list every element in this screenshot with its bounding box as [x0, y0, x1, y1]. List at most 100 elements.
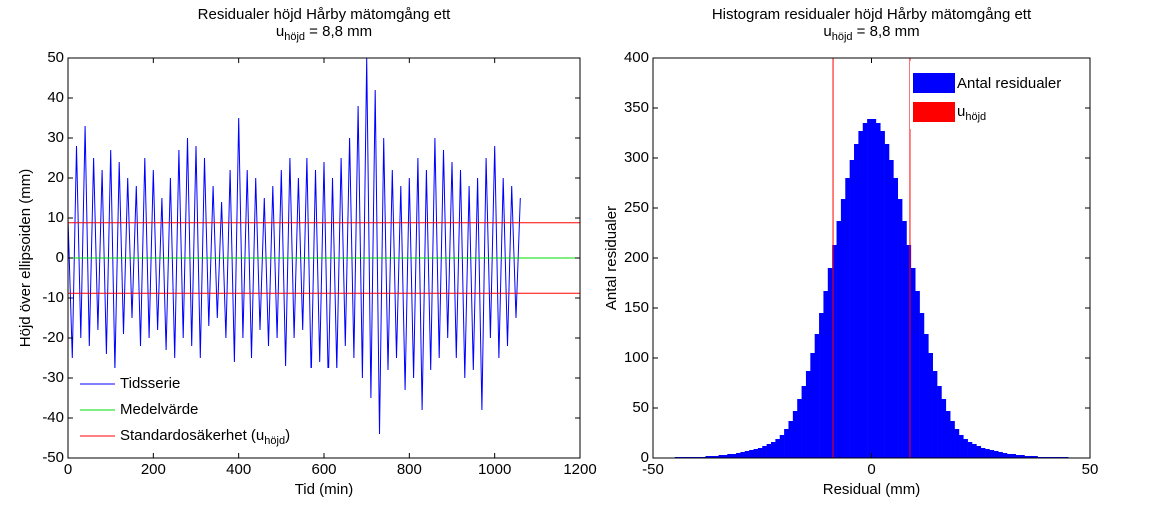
y-tick-label: 0 [56, 249, 64, 266]
histogram-bar [1024, 456, 1030, 458]
histogram-bar [766, 444, 772, 458]
chart-subtitle-part: u [276, 23, 284, 40]
histogram-bar [797, 399, 802, 458]
x-tick-label: 600 [311, 461, 336, 478]
y-tick-label: -20 [42, 329, 64, 346]
y-tick-label: 100 [624, 349, 649, 366]
y-tick-label: 20 [47, 169, 64, 186]
histogram-bar [792, 411, 798, 458]
y-tick-label: -40 [42, 409, 64, 426]
histogram-bar [880, 131, 885, 458]
histogram-bar [775, 439, 781, 458]
y-tick-label: 50 [47, 49, 64, 66]
legend-label-part: Standardosäkerhet (u [120, 427, 264, 444]
chart-title: Residualer höjd Hårby mätomgång ett [198, 6, 451, 23]
histogram-bar [1028, 456, 1034, 458]
histogram-bar [810, 353, 815, 458]
histogram-bar [945, 411, 951, 458]
histogram-bar [714, 456, 719, 458]
y-tick-label: 300 [624, 149, 649, 166]
histogram-bar [893, 178, 899, 458]
histogram-bar [819, 313, 824, 458]
histogram-bar [762, 446, 767, 458]
legend-box [74, 368, 344, 450]
y-axis-label: Höjd över ellipsoiden (mm) [17, 169, 34, 347]
y-tick-label: 30 [47, 129, 64, 146]
legend-label: Medelvärde [120, 401, 198, 418]
histogram-bar [954, 429, 960, 458]
histogram-bar [854, 144, 859, 458]
x-tick-label: 50 [1082, 461, 1099, 478]
histogram-bar [814, 334, 820, 458]
y-tick-label: 50 [632, 399, 649, 416]
histogram-bar [888, 160, 894, 458]
chart-subtitle: uhöjd = 8,8 mm [276, 23, 372, 43]
x-tick-label: 0 [64, 461, 72, 478]
chart-subtitle-part: u [823, 23, 831, 40]
histogram-bar [928, 353, 933, 458]
histogram-bar [923, 334, 929, 458]
x-tick-label: 400 [226, 461, 251, 478]
legend-label-part: höjd [965, 111, 986, 123]
x-tick-label: 0 [867, 461, 875, 478]
histogram-bar [788, 421, 794, 458]
x-tick-label: 1200 [563, 461, 596, 478]
y-axis-label: Antal residualer [603, 206, 620, 310]
histogram-bar [910, 268, 916, 458]
histogram-bar [967, 442, 973, 458]
chart-subtitle-part: höjd [832, 31, 853, 43]
histogram-bar [840, 199, 846, 458]
histogram-bar [985, 449, 990, 458]
histogram-bar [845, 178, 850, 458]
histogram-bar [827, 268, 833, 458]
y-tick-label: -50 [42, 449, 64, 466]
histogram-bar [753, 449, 759, 458]
histogram-bar [849, 160, 855, 458]
y-tick-label: 400 [624, 49, 649, 66]
histogram-bar [749, 450, 754, 458]
histogram-bar [757, 448, 763, 458]
histogram-bar [718, 455, 724, 458]
y-tick-label: 250 [624, 199, 649, 216]
histogram-bar [727, 454, 732, 458]
histogram-bar [858, 131, 864, 458]
legend-label-part: ) [285, 427, 290, 444]
histogram-bar [1011, 454, 1017, 458]
y-tick-label: -30 [42, 369, 64, 386]
histogram-bar [801, 386, 807, 458]
histogram-bar [823, 291, 829, 458]
histogram-bar [915, 291, 920, 458]
x-tick-label: 800 [397, 461, 422, 478]
histogram-bar [709, 456, 715, 458]
histogram-bar [722, 455, 728, 458]
y-tick-label: 350 [624, 99, 649, 116]
histogram-bar [989, 450, 995, 458]
y-tick-label: 40 [47, 89, 64, 106]
histogram-bar [1002, 453, 1008, 458]
histogram-bar [993, 451, 999, 458]
legend-label-part: Medelvärde [120, 401, 198, 418]
legend-label: Antal residualer [957, 75, 1061, 92]
histogram-bar [1033, 456, 1038, 458]
x-axis-label: Tid (min) [295, 481, 354, 498]
legend-label-part: u [957, 103, 965, 120]
y-tick-label: 150 [624, 299, 649, 316]
data-line [67, 57, 521, 435]
histogram-bar [958, 435, 964, 458]
legend-label-part: Tidsserie [120, 375, 180, 392]
legend-label: uhöjd [957, 103, 986, 123]
histogram-bar [963, 439, 968, 458]
histogram-bar [779, 435, 785, 458]
y-tick-label: -10 [42, 289, 64, 306]
histogram-bar [950, 421, 955, 458]
histogram-bar [884, 144, 890, 458]
legend-label: Standardosäkerhet (uhöjd) [120, 427, 290, 447]
y-tick-label: 0 [641, 449, 649, 466]
chart-subtitle-part: höjd [284, 31, 305, 43]
histogram-bar [902, 221, 907, 458]
histogram-bar [784, 429, 789, 458]
histogram-bar [932, 371, 938, 458]
histogram-bar [998, 452, 1003, 458]
x-tick-label: 1000 [478, 461, 511, 478]
histogram-bar [805, 371, 811, 458]
